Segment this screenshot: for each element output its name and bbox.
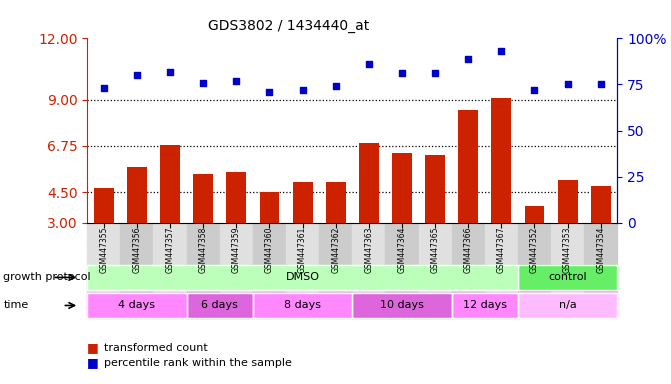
Text: 6 days: 6 days	[201, 300, 238, 311]
Text: ■: ■	[87, 356, 99, 369]
Text: transformed count: transformed count	[104, 343, 208, 353]
Bar	[525, 206, 544, 223]
Text: 10 days: 10 days	[380, 300, 424, 311]
Bar	[392, 153, 412, 223]
Text: n/a: n/a	[559, 300, 576, 311]
Text: GSM447357: GSM447357	[166, 227, 174, 273]
Bar	[226, 172, 246, 223]
Text: GSM447354: GSM447354	[597, 227, 605, 273]
Point	[529, 87, 540, 93]
Bar	[491, 98, 511, 223]
Bar	[260, 192, 279, 223]
Point	[132, 72, 142, 78]
Bar	[425, 155, 445, 223]
Point	[198, 79, 209, 86]
Bar	[127, 167, 147, 223]
Text: GSM447362: GSM447362	[331, 227, 340, 273]
Bar	[293, 182, 313, 223]
Text: GSM447358: GSM447358	[199, 227, 208, 273]
Text: GSM447364: GSM447364	[397, 227, 407, 273]
Point	[364, 61, 374, 67]
Text: percentile rank within the sample: percentile rank within the sample	[104, 358, 292, 368]
Bar	[359, 143, 379, 223]
Text: GSM447365: GSM447365	[431, 227, 440, 273]
Point	[264, 89, 275, 95]
Text: GSM447366: GSM447366	[464, 227, 473, 273]
Text: ■: ■	[87, 341, 99, 354]
Point	[429, 70, 440, 76]
Text: GSM447361: GSM447361	[298, 227, 307, 273]
Text: GSM447355: GSM447355	[99, 227, 108, 273]
Text: 4 days: 4 days	[118, 300, 156, 311]
Text: GSM447367: GSM447367	[497, 227, 506, 273]
Text: GDS3802 / 1434440_at: GDS3802 / 1434440_at	[208, 19, 369, 33]
Text: control: control	[548, 272, 587, 283]
Text: time: time	[3, 300, 29, 311]
Point	[330, 83, 341, 89]
Point	[99, 85, 109, 91]
Text: 12 days: 12 days	[463, 300, 507, 311]
Bar	[458, 110, 478, 223]
Bar	[558, 180, 578, 223]
Point	[463, 56, 474, 62]
Point	[562, 81, 573, 88]
Text: GSM447352: GSM447352	[530, 227, 539, 273]
Bar	[326, 182, 346, 223]
Point	[297, 87, 308, 93]
Point	[231, 78, 242, 84]
Point	[496, 48, 507, 55]
Text: 8 days: 8 days	[284, 300, 321, 311]
Text: GSM447363: GSM447363	[364, 227, 373, 273]
Text: GSM447356: GSM447356	[132, 227, 142, 273]
Point	[397, 70, 407, 76]
Bar	[94, 188, 114, 223]
Bar	[193, 174, 213, 223]
Text: DMSO: DMSO	[286, 272, 319, 283]
Point	[595, 81, 606, 88]
Bar	[591, 186, 611, 223]
Text: GSM447353: GSM447353	[563, 227, 572, 273]
Text: GSM447359: GSM447359	[231, 227, 241, 273]
Point	[164, 68, 175, 74]
Text: growth protocol: growth protocol	[3, 272, 91, 283]
Text: GSM447360: GSM447360	[265, 227, 274, 273]
Bar	[160, 145, 180, 223]
